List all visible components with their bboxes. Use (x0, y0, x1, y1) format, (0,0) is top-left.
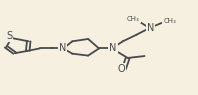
Text: CH₃: CH₃ (127, 15, 139, 22)
Text: O: O (118, 64, 125, 74)
Text: S: S (6, 31, 12, 41)
Text: N: N (59, 43, 66, 53)
Text: CH₃: CH₃ (163, 18, 176, 24)
Text: N: N (147, 23, 154, 33)
Text: N: N (109, 43, 117, 53)
